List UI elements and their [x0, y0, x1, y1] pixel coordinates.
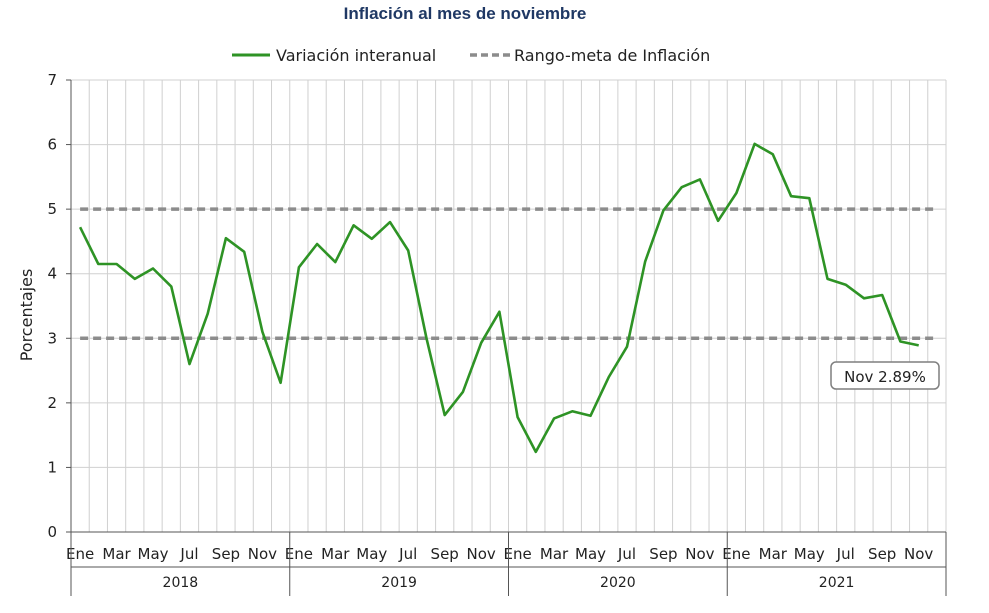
x-tick-label: Ene — [66, 545, 94, 563]
x-tick-label: Nov — [248, 545, 277, 563]
x-tick-label: Nov — [685, 545, 714, 563]
year-label: 2020 — [600, 575, 636, 591]
chart-title: Inflación al mes de noviembre — [343, 4, 587, 23]
x-tick-label: Sep — [649, 545, 677, 563]
x-tick-label: Nov — [904, 545, 933, 563]
x-tick-label: May — [356, 545, 387, 563]
x-tick-label: Mar — [759, 545, 788, 563]
legend: Variación interanual Rango-meta de Inflac… — [232, 46, 710, 65]
y-tick-label: 6 — [47, 136, 57, 154]
x-tick-label: May — [575, 545, 606, 563]
year-label: 2019 — [381, 575, 417, 591]
x-tick-label: Jul — [179, 545, 198, 563]
y-tick-label: 4 — [47, 265, 57, 283]
x-tick-label: Sep — [431, 545, 459, 563]
x-tick-label: Ene — [504, 545, 532, 563]
x-tick-label: Mar — [321, 545, 350, 563]
grid-lines — [70, 79, 947, 533]
x-tick-labels: Ene Mar May Jul Sep Nov Ene Mar May Jul Sep Nov Ene M… — [66, 545, 933, 563]
x-tick-label: Mar — [102, 545, 131, 563]
axes — [66, 79, 946, 533]
x-tick-label: Jul — [836, 545, 855, 563]
callout-box — [830, 361, 940, 390]
x-tick-label: Sep — [868, 545, 896, 563]
series-lines — [78, 142, 919, 454]
callout-label: Nov 2.89% — [844, 368, 926, 386]
legend-label-rango: Rango-meta de Inflación — [514, 46, 710, 65]
y-tick-label: 1 — [47, 458, 57, 476]
y-tick-label: 3 — [47, 329, 57, 347]
x-tick-label: Jul — [398, 545, 417, 563]
x-tick-label: Jul — [617, 545, 636, 563]
x-tick-label: May — [794, 545, 825, 563]
y-tick-label: 2 — [47, 394, 57, 412]
x-tick-label: Mar — [540, 545, 569, 563]
y-axis-label: Porcentajes — [17, 269, 36, 362]
x-tick-label: May — [138, 545, 169, 563]
series-line-variacion-interanual — [78, 142, 919, 454]
year-label: 2021 — [819, 575, 855, 591]
legend-label-variacion: Variación interanual — [276, 46, 436, 65]
x-tick-label: Ene — [722, 545, 750, 563]
y-tick-label: 0 — [47, 523, 57, 541]
x-tick-label: Ene — [285, 545, 313, 563]
annotation-callout: Nov 2.89% — [830, 361, 940, 390]
x-tick-label: Nov — [467, 545, 496, 563]
y-tick-label: 5 — [47, 200, 57, 218]
y-tick-labels: 0 1 2 3 4 5 6 7 — [47, 71, 57, 541]
y-tick-label: 7 — [47, 71, 57, 89]
year-label: 2018 — [163, 575, 199, 591]
year-labels: 2018 2019 2020 2021 — [70, 532, 947, 596]
x-tick-label: Sep — [212, 545, 240, 563]
